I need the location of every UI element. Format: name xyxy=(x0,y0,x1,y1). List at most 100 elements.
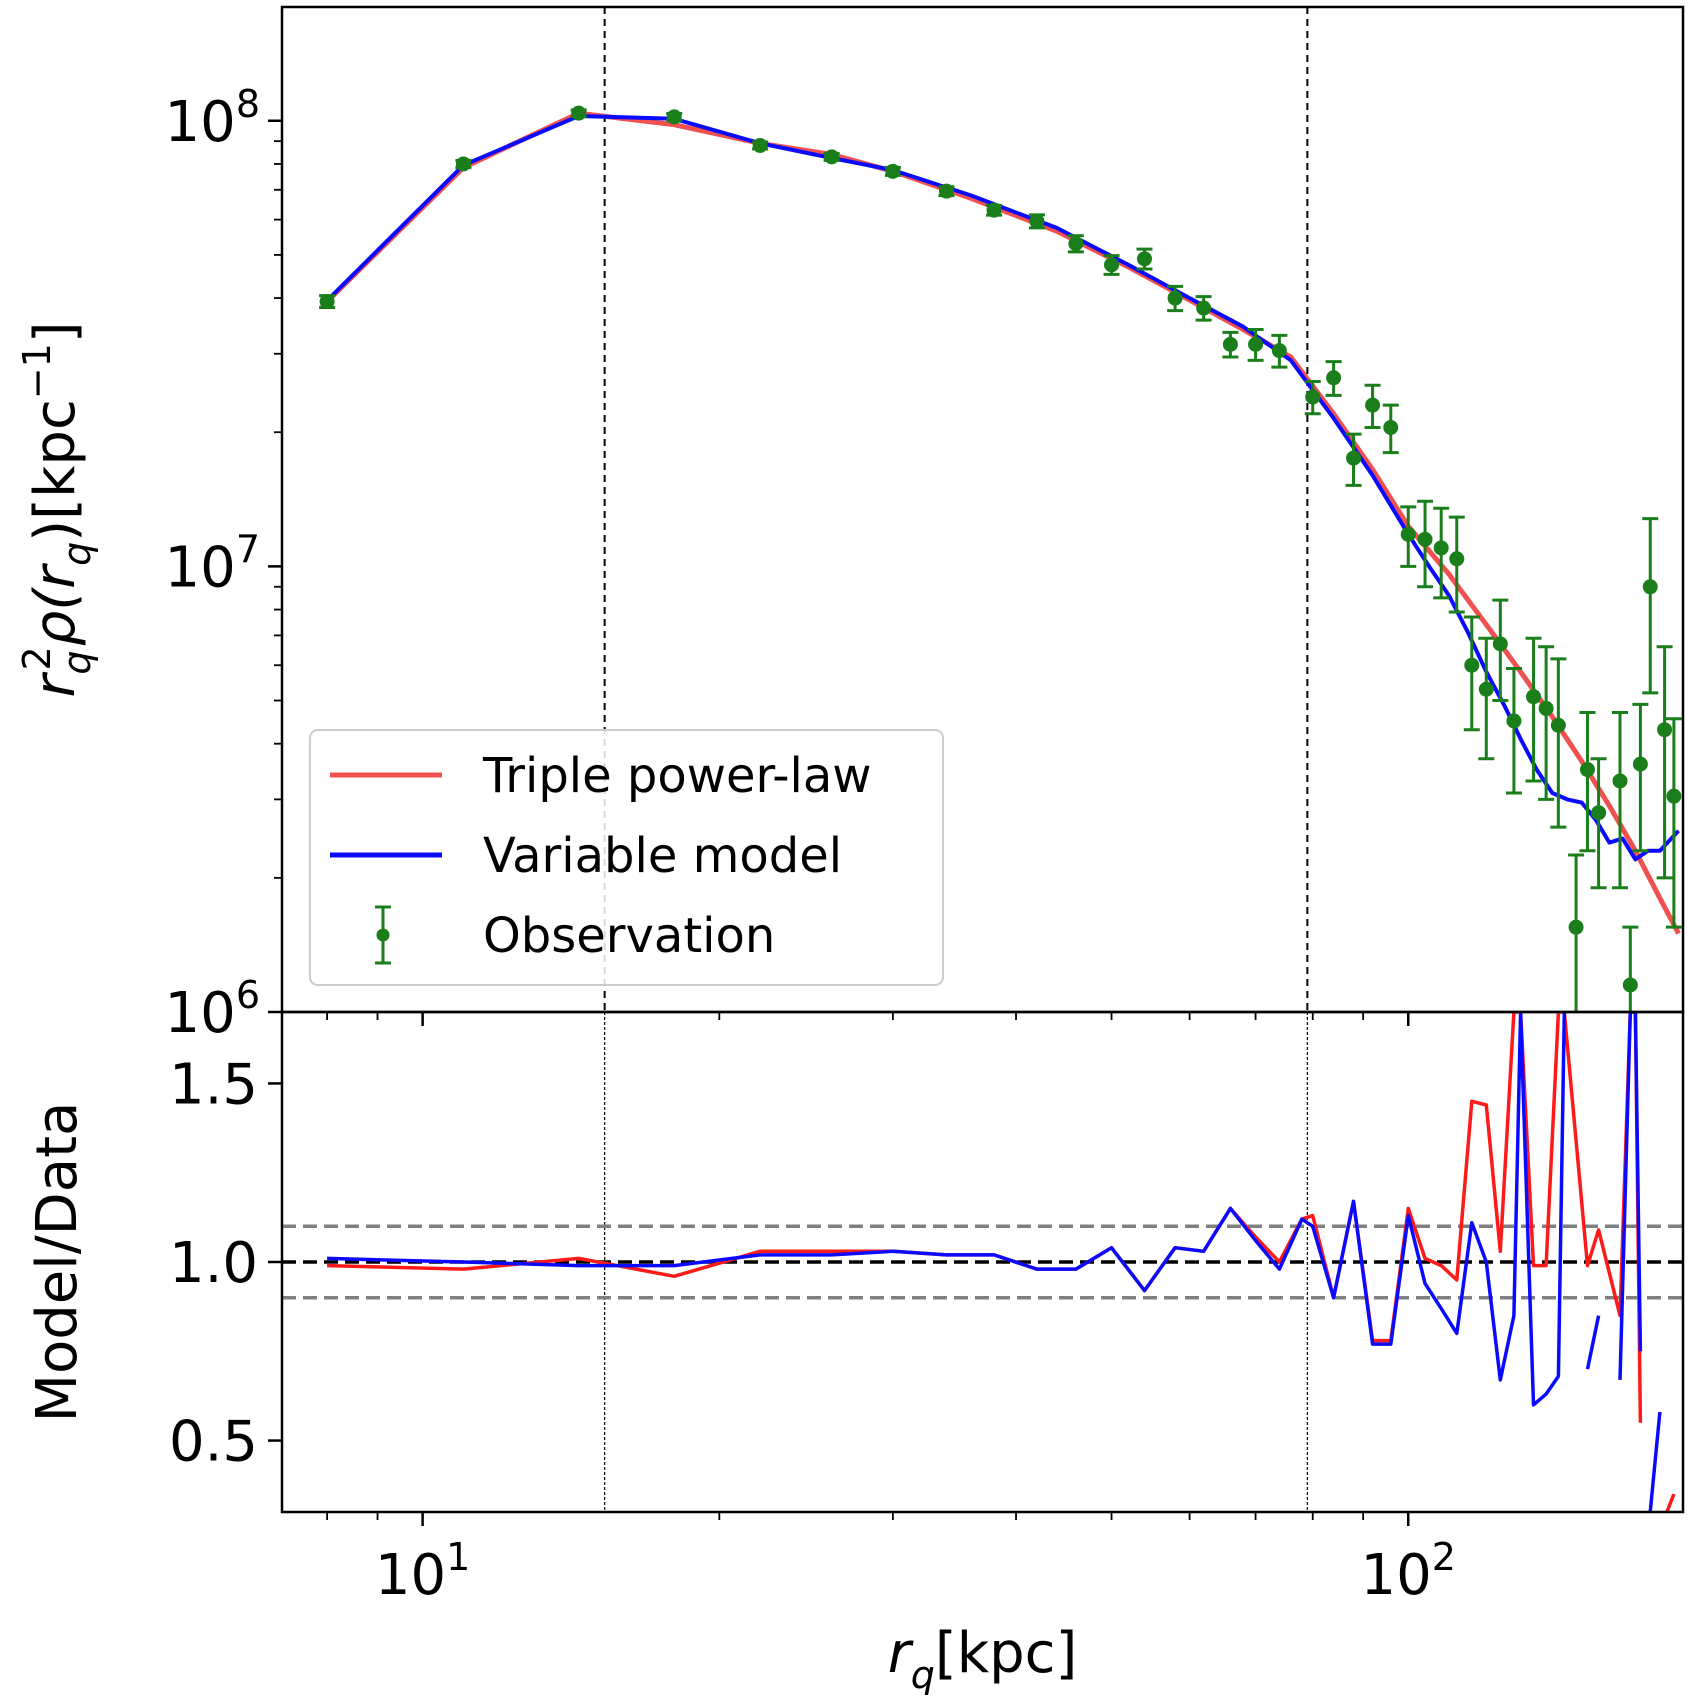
upper-y-tick-label: 108 xyxy=(165,82,260,155)
observation-marker xyxy=(1222,336,1238,352)
upper-y-axis-label: rq2ρ(rq)[kpc−1] xyxy=(15,321,99,697)
observation-point xyxy=(1505,666,1522,795)
ratio-line-variable-model xyxy=(1648,1411,1662,1512)
observation-marker xyxy=(1478,681,1494,697)
observation-marker xyxy=(319,294,335,310)
observation-marker xyxy=(1326,370,1342,386)
legend-label: Triple power-law xyxy=(482,748,872,804)
observation-marker xyxy=(1136,251,1152,267)
observation-point xyxy=(1478,636,1495,761)
observation-point xyxy=(884,163,901,179)
observation-marker xyxy=(1104,257,1120,273)
observation-point xyxy=(1642,517,1659,695)
observation-marker xyxy=(752,137,768,153)
observation-point xyxy=(752,137,769,153)
observation-marker xyxy=(1612,773,1628,789)
observation-marker xyxy=(1271,343,1287,359)
observation-marker xyxy=(666,109,682,125)
observation-marker xyxy=(885,163,901,179)
observation-marker xyxy=(1196,300,1212,316)
observation-marker xyxy=(1365,397,1381,413)
legend-marker xyxy=(376,928,390,942)
observation-marker xyxy=(1568,919,1584,935)
observation-marker xyxy=(1383,419,1399,435)
observation-point xyxy=(319,294,336,310)
legend-entry: Observation xyxy=(375,905,775,965)
observation-point xyxy=(1433,506,1450,600)
observation-marker xyxy=(1492,636,1508,652)
ratio-line-variable-model xyxy=(327,1012,1567,1407)
observation-marker xyxy=(824,149,840,165)
observation-marker xyxy=(1400,526,1416,542)
observation-point xyxy=(823,149,840,165)
observation-marker xyxy=(1464,657,1480,673)
observation-marker xyxy=(938,183,954,199)
observation-point xyxy=(1656,645,1673,880)
observation-marker xyxy=(1417,531,1433,547)
observation-point xyxy=(1345,432,1362,487)
observation-point xyxy=(455,156,472,172)
observation-point xyxy=(1195,295,1212,322)
x-axis-label: rq[kpc] xyxy=(888,1621,1078,1695)
upper-plot-area xyxy=(319,105,1682,1012)
upper-y-tick-label: 107 xyxy=(165,527,260,600)
observation-point xyxy=(1364,383,1381,429)
observation-point xyxy=(1448,515,1465,614)
observation-marker xyxy=(1550,717,1566,733)
lower-panel: 101 102 1.5 1.0 0.5 Model/Data rq[kpc] xyxy=(25,1010,1685,1697)
observation-point xyxy=(1136,247,1153,271)
observation-marker xyxy=(1579,762,1595,778)
observation-marker xyxy=(1506,713,1522,729)
legend-box xyxy=(309,729,944,986)
observation-point xyxy=(1492,598,1509,703)
observation-point xyxy=(1590,757,1607,890)
observation-marker xyxy=(1526,689,1542,705)
observation-marker xyxy=(1657,722,1673,738)
observation-point xyxy=(1622,925,1639,1012)
observation-marker xyxy=(455,156,471,172)
legend-entry: Variable model xyxy=(330,828,842,884)
series-line-variable-model xyxy=(325,114,1680,862)
observation-point xyxy=(1400,505,1417,568)
observation-marker xyxy=(1248,336,1264,352)
observation-marker xyxy=(1029,213,1045,229)
observation-point xyxy=(1271,333,1288,369)
observation-point xyxy=(1325,360,1342,397)
observation-point xyxy=(938,183,955,199)
upper-y-tick-label: 106 xyxy=(165,973,260,1046)
observation-point xyxy=(1067,234,1084,254)
x-tick-label: 102 xyxy=(1361,1535,1456,1608)
observation-point xyxy=(1382,403,1399,455)
upper-panel: 108 107 106 rq2ρ(rq)[kpc−1] xyxy=(15,5,1685,1046)
legend: Triple power-law Variable model Observatio… xyxy=(309,729,944,986)
observation-point xyxy=(1538,645,1555,801)
observation-point xyxy=(1525,636,1542,783)
observation-point xyxy=(1612,710,1629,890)
ratio-line-variable-model xyxy=(1585,1315,1601,1370)
observation-point xyxy=(570,105,587,121)
legend-label: Variable model xyxy=(483,828,842,884)
observation-marker xyxy=(1538,700,1554,716)
observation-point xyxy=(1417,499,1434,589)
observation-marker xyxy=(571,105,587,121)
legend-label: Observation xyxy=(483,908,775,964)
x-tick-label: 101 xyxy=(375,1535,470,1608)
observation-point xyxy=(1463,615,1480,732)
lower-plot-area xyxy=(327,1012,1676,1512)
ratio-line-triple-power-law xyxy=(327,1012,1643,1423)
legend-entry: Triple power-law xyxy=(330,748,872,804)
observation-marker xyxy=(1433,540,1449,556)
observation-point xyxy=(666,109,683,125)
observation-point xyxy=(1568,853,1585,1012)
observation-marker xyxy=(1305,389,1321,405)
observation-point xyxy=(1167,284,1184,313)
observation-marker xyxy=(1068,236,1084,252)
observation-point xyxy=(1247,328,1264,362)
observation-marker xyxy=(1449,551,1465,567)
lower-y-tick-label: 0.5 xyxy=(169,1410,258,1475)
observation-point xyxy=(1665,717,1682,929)
observation-marker xyxy=(1666,788,1682,804)
observation-marker xyxy=(1622,977,1638,993)
